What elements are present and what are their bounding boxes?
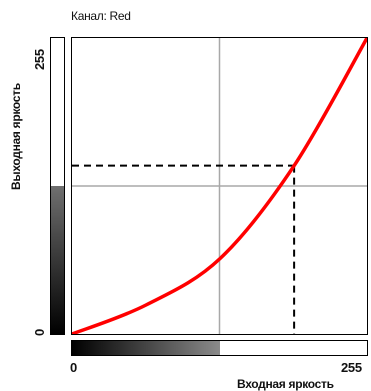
x-axis-label: Входная яркость	[237, 377, 334, 391]
y-axis-label: Выходная яркость	[9, 83, 23, 190]
channel-label: Канал: Red	[71, 9, 131, 23]
input-gradient-bar	[71, 340, 368, 356]
output-gradient-bar	[50, 37, 65, 335]
curve-svg[interactable]	[72, 38, 367, 334]
output-gradient-fill	[51, 186, 64, 334]
red-channel-curve[interactable]	[72, 38, 367, 334]
x-axis-min: 0	[70, 360, 77, 375]
y-axis-max: 255	[32, 49, 47, 70]
x-axis-max: 255	[341, 360, 362, 375]
input-gradient-fill	[72, 341, 220, 355]
y-axis-min: 0	[32, 329, 47, 336]
curve-graph[interactable]	[71, 37, 368, 335]
